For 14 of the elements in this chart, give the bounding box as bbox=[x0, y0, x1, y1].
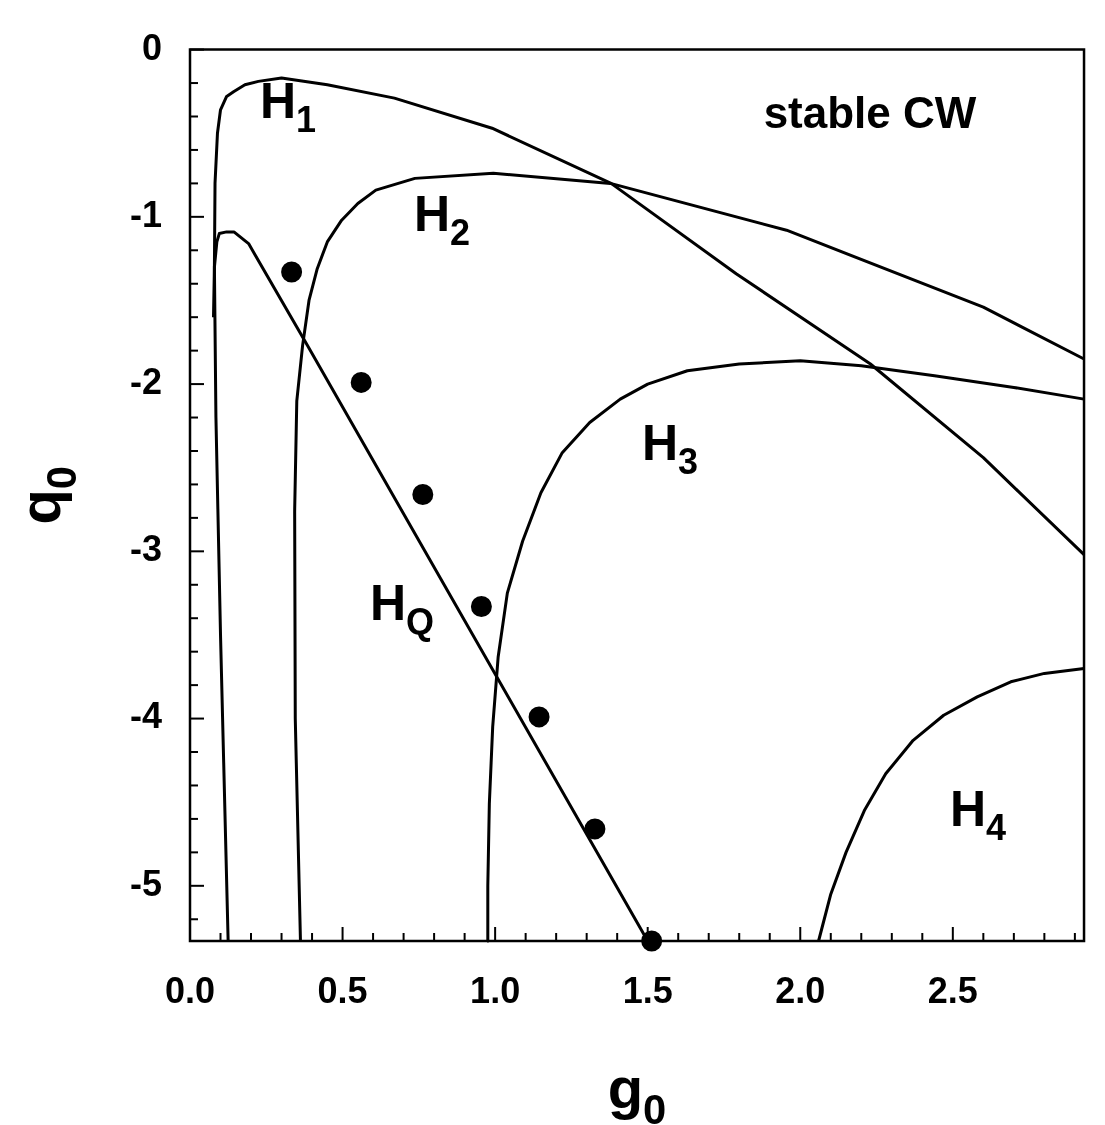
x-tick-label: 0.0 bbox=[164, 969, 216, 1011]
y-tick-label: -1 bbox=[129, 193, 162, 235]
annotation: stable CW bbox=[763, 88, 977, 137]
y-tick-label: -5 bbox=[129, 862, 162, 904]
x-tick-label: 0.5 bbox=[317, 969, 368, 1011]
y-tick-label: -4 bbox=[129, 695, 162, 737]
x-tick-label: 2.5 bbox=[927, 969, 978, 1011]
y-axis-title: q0 bbox=[7, 465, 86, 525]
x-tick-label: 1.5 bbox=[622, 969, 673, 1011]
y-tick-label: -2 bbox=[129, 361, 162, 403]
x-tick-label: 1.0 bbox=[470, 969, 521, 1011]
y-tick-label: -3 bbox=[129, 528, 162, 570]
x-tick-label: 2.0 bbox=[775, 969, 826, 1011]
y-tick-label: 0 bbox=[141, 26, 162, 68]
